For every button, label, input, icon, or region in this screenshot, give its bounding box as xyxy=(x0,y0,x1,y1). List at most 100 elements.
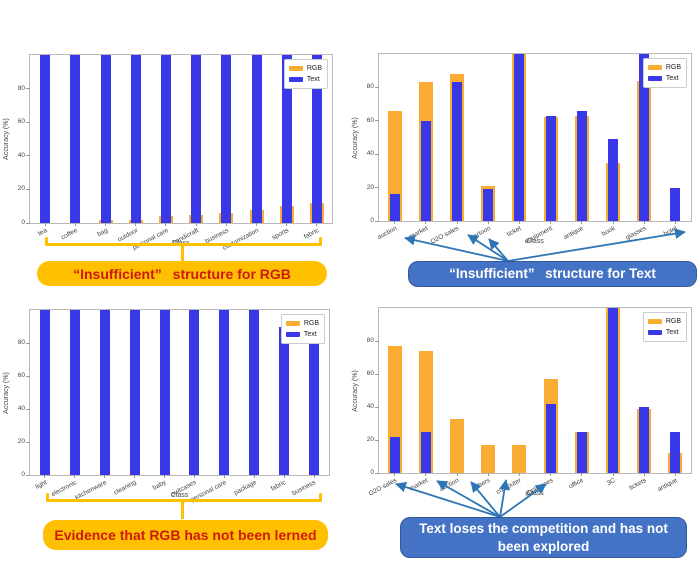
legend-label: RGB xyxy=(303,320,319,327)
x-tick-mark xyxy=(643,473,645,476)
bar-text-hotel xyxy=(670,187,681,221)
brace-stem xyxy=(181,502,184,519)
legend-label: Text xyxy=(306,76,320,84)
bar-text-tea xyxy=(40,55,51,223)
y-tick-label: 80 xyxy=(17,339,25,346)
x-tick-mark xyxy=(612,473,614,476)
y-tick-mark xyxy=(26,375,30,377)
bar-text-customization xyxy=(251,55,262,223)
bar-text-package xyxy=(249,310,260,475)
bar-text-coffee xyxy=(70,55,81,223)
bar-rgb-others xyxy=(481,444,496,473)
bar-text-baby xyxy=(159,310,170,475)
brace-line xyxy=(46,499,322,502)
bar-text-personal-care xyxy=(219,310,230,475)
y-tick-label: 60 xyxy=(366,370,374,377)
bar-text-antique xyxy=(670,431,681,473)
y-tick-label: 20 xyxy=(17,438,25,445)
bar-text-outdoor xyxy=(130,55,141,223)
x-axis-label: Class xyxy=(170,492,189,499)
x-tick-mark xyxy=(518,221,520,224)
bar-text-auction xyxy=(389,194,400,221)
y-tick-mark xyxy=(375,373,379,375)
chart-bottom-right: 0 20 40 60 80 Accuracy (%) Class O2O sales marke… xyxy=(352,307,692,498)
bar-text-tickets xyxy=(639,407,650,473)
y-tick-mark xyxy=(26,222,30,224)
x-tick-mark xyxy=(550,473,552,476)
y-axis-label: Accuracy (%) xyxy=(3,118,10,160)
y-tick-label: 40 xyxy=(366,403,374,410)
bar-text-suitcases xyxy=(189,310,200,475)
bar-rgb-auction xyxy=(387,110,402,221)
legend-swatch-rgb xyxy=(647,319,662,325)
x-tick-mark xyxy=(518,473,520,476)
x-tick-mark xyxy=(394,473,396,476)
y-tick-mark xyxy=(375,86,379,88)
y-tick-label: 80 xyxy=(366,83,374,91)
bar-text-antique xyxy=(576,110,587,221)
y-axis-label: Accuracy (%) xyxy=(352,116,359,159)
x-tick-mark xyxy=(223,475,225,478)
bar-text-cleaning xyxy=(129,310,140,475)
brace-line xyxy=(45,243,322,246)
y-tick-label: 60 xyxy=(366,116,374,124)
y-axis-label: Accuracy (%) xyxy=(3,371,10,414)
x-tick-mark xyxy=(195,223,197,226)
bar-text-O2O-sales xyxy=(452,82,462,221)
bar-text-market xyxy=(420,120,431,221)
x-tick-mark xyxy=(313,475,315,478)
legend-label: Text xyxy=(665,329,679,337)
x-tick-mark xyxy=(612,221,614,224)
x-tick-mark xyxy=(283,475,285,478)
legend: RGB Text xyxy=(642,312,687,343)
x-tick-mark xyxy=(193,475,195,478)
x-tick-label: ticket xyxy=(506,225,523,239)
legend-label: Text xyxy=(303,331,317,339)
legend-item-rgb: RGB xyxy=(647,316,681,327)
bar-text-electronic xyxy=(69,310,80,475)
legend-swatch-text xyxy=(288,77,303,83)
y-tick-label: 60 xyxy=(17,118,25,126)
y-tick-label: 80 xyxy=(366,337,374,344)
bar-text-handicraft xyxy=(191,55,202,223)
y-tick-mark xyxy=(26,441,30,443)
bar-text-cartoon xyxy=(483,189,494,221)
y-tick-mark xyxy=(375,153,379,155)
x-tick-label: tea xyxy=(37,227,49,238)
x-tick-label: book xyxy=(600,225,617,238)
y-tick-mark xyxy=(26,88,30,90)
legend-swatch-rgb xyxy=(288,66,303,72)
bar-text-office xyxy=(576,431,587,473)
y-tick-mark xyxy=(375,439,379,441)
x-tick-label: fabric xyxy=(302,227,321,241)
legend-item-text: Text xyxy=(647,327,681,338)
x-tick-mark xyxy=(74,223,76,226)
bar-text-business xyxy=(309,334,320,475)
x-tick-mark xyxy=(105,223,106,226)
x-tick-mark xyxy=(425,221,427,224)
x-tick-label: fabric xyxy=(270,479,288,493)
y-tick-mark xyxy=(26,408,30,410)
legend-label: RGB xyxy=(665,318,681,325)
x-tick-mark xyxy=(456,473,458,476)
y-tick-mark xyxy=(375,340,379,342)
legend-label: RGB xyxy=(665,64,681,71)
y-tick-label: 0 xyxy=(370,469,374,476)
bar-text-equipment xyxy=(545,115,556,221)
x-tick-mark xyxy=(104,475,106,478)
legend-label: Text xyxy=(665,75,679,83)
x-tick-mark xyxy=(581,473,583,476)
x-tick-mark xyxy=(164,475,166,478)
y-tick-mark xyxy=(375,406,379,408)
bar-text-glasses xyxy=(639,54,650,221)
y-tick-label: 40 xyxy=(17,405,25,412)
legend-item-rgb: RGB xyxy=(647,62,681,73)
y-tick-mark xyxy=(375,187,379,189)
x-tick-mark xyxy=(425,473,427,476)
legend-swatch-text xyxy=(647,330,662,336)
legend: RGB Text xyxy=(642,58,687,89)
legend-item-text: Text xyxy=(285,329,319,340)
callout-insufficient-text: “Insufficient” structure for Text xyxy=(408,261,697,287)
bar-text-O2O-sales xyxy=(389,436,400,473)
